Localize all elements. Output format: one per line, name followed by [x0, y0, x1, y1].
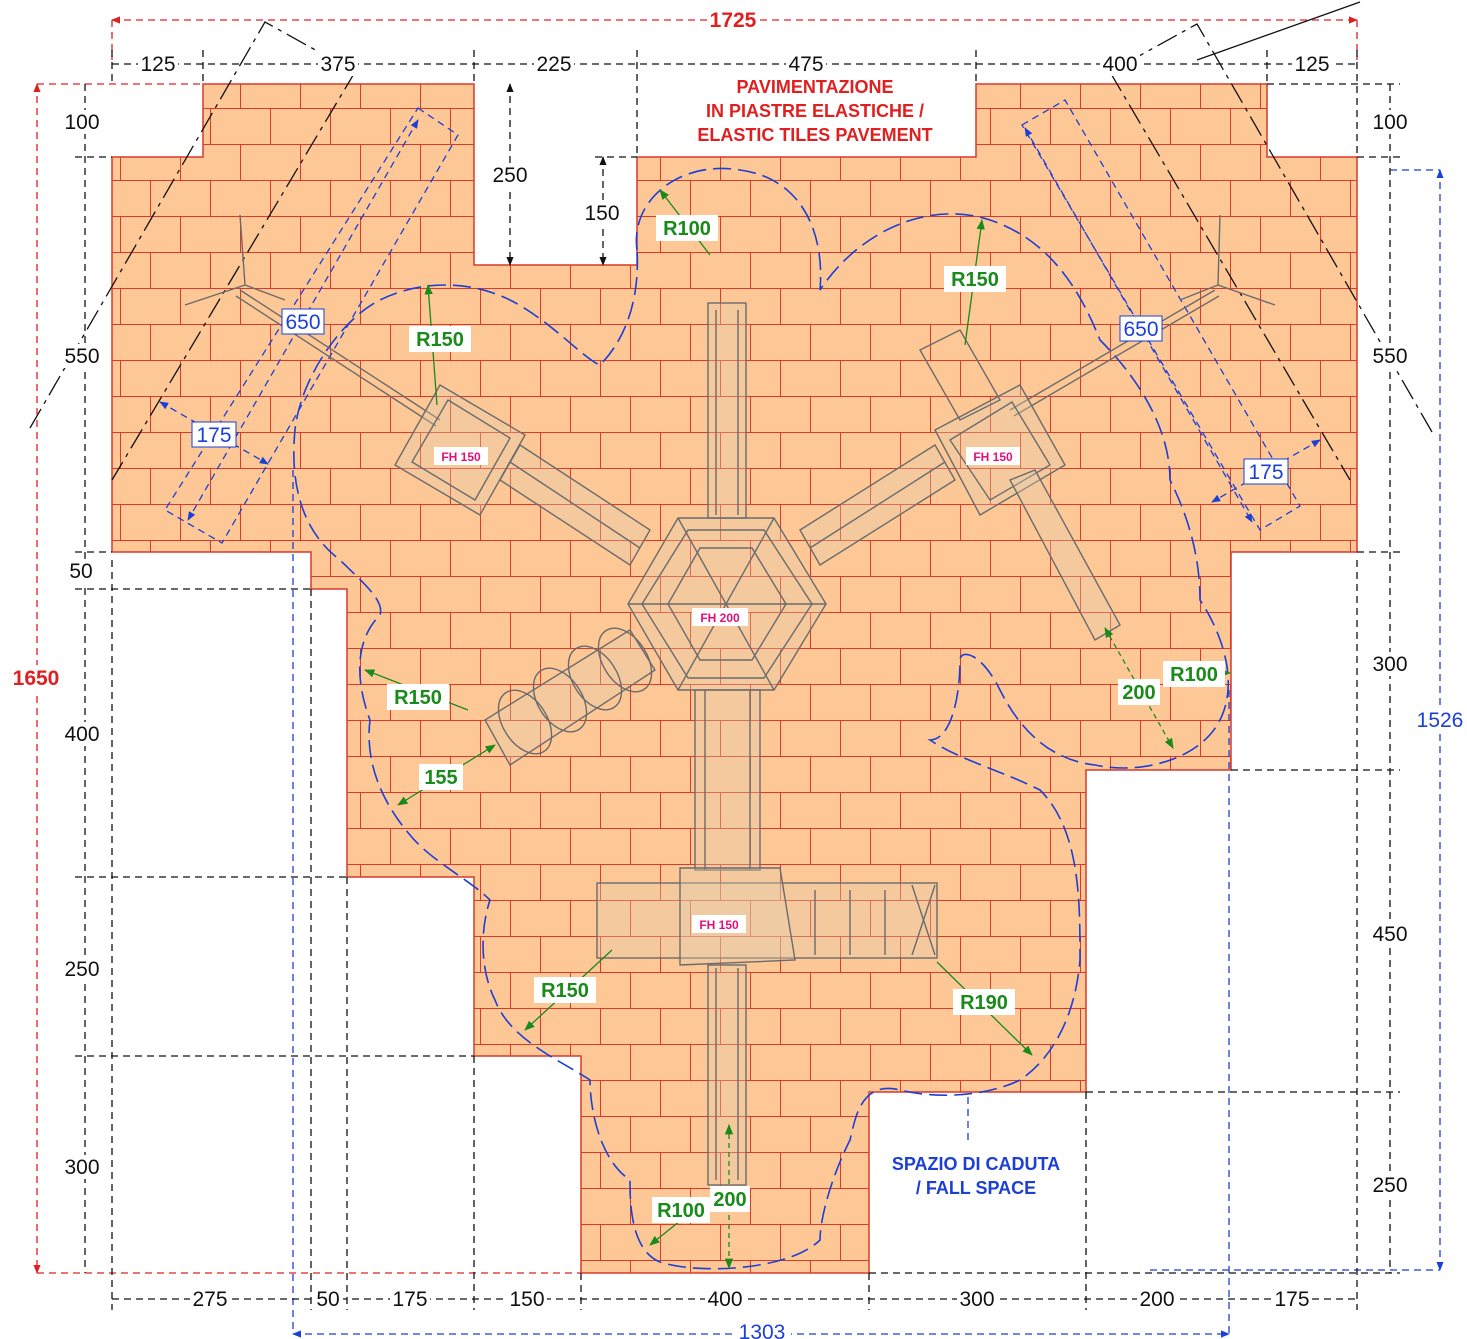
top-dim-2: 225 [536, 53, 571, 76]
fh-right-tower: FH 150 [973, 450, 1013, 464]
left-dim-3: 400 [64, 723, 99, 746]
right-bridge [799, 289, 1220, 566]
radius-label-top-right: R150 [951, 269, 999, 291]
left-dim-5: 300 [64, 1156, 99, 1179]
diag-right-label: 650 [1123, 318, 1158, 341]
blue-inner-labels: 650 650 175 175 [191, 308, 1289, 485]
tunnel-gap-label: 155 [424, 767, 457, 789]
offset-right-label: 175 [1248, 461, 1283, 484]
fall-width-label: 1303 [739, 1321, 786, 1339]
slide-bottom-gap-label: 200 [713, 1189, 746, 1211]
top-slide [707, 302, 747, 519]
radius-label-slide-right: R100 [1170, 664, 1218, 686]
top-dim-0: 125 [140, 53, 175, 76]
right-dimension-chain: 100 550 300 450 250 [869, 83, 1412, 1274]
slide-right-gap-label: 200 [1122, 682, 1155, 704]
right-dim-0: 100 [1372, 111, 1407, 134]
bottom-dim-2: 175 [392, 1288, 427, 1311]
fall-space-note-line1: SPAZIO DI CADUTA [892, 1154, 1060, 1174]
right-dim-3: 450 [1372, 923, 1407, 946]
notch-mid-label: 150 [584, 202, 619, 225]
left-dim-4: 250 [64, 958, 99, 981]
right-dim-2: 300 [1372, 653, 1407, 676]
fall-space-outline [293, 167, 1229, 1270]
fall-height-label: 1526 [1417, 709, 1464, 732]
pavement-note: PAVIMENTAZIONE IN PIASTRE ELASTICHE / EL… [664, 74, 964, 154]
diag-left-label: 650 [285, 311, 320, 334]
bottom-dim-1: 50 [316, 1288, 339, 1311]
right-dim-4: 250 [1372, 1174, 1407, 1197]
bottom-dimension-chain: 275 50 175 150 400 300 200 175 [111, 560, 1358, 1312]
top-dim-1: 375 [320, 53, 355, 76]
radius-label-top-left: R150 [416, 329, 464, 351]
right-dim-1: 550 [1372, 345, 1407, 368]
top-dim-3: 475 [788, 53, 823, 76]
notch-top-label: 250 [492, 164, 527, 187]
central-hex-tower [627, 517, 827, 691]
left-dim-0: 100 [64, 111, 99, 134]
fh-bottom-tower: FH 150 [699, 918, 739, 932]
bottom-dim-0: 275 [192, 1288, 227, 1311]
bottom-dim-3: 150 [509, 1288, 544, 1311]
overall-height-label: 1650 [13, 667, 60, 690]
radius-label-bottom-left: R150 [541, 980, 589, 1002]
top-dim-4: 400 [1102, 53, 1137, 76]
bottom-dim-5: 300 [959, 1288, 994, 1311]
top-dimension-chain: 125 375 225 475 400 125 [111, 50, 1358, 157]
fall-space-note-line2: / FALL SPACE [916, 1178, 1036, 1198]
left-dim-2: 50 [69, 560, 92, 583]
top-dim-5: 125 [1294, 53, 1329, 76]
fall-space-note: SPAZIO DI CADUTA / FALL SPACE [892, 1097, 1060, 1198]
radius-label-bottom-right: R190 [960, 992, 1008, 1014]
right-tower [919, 214, 1276, 641]
notch-dimensions: 250 150 [487, 83, 637, 266]
fh-center-hex: FH 200 [700, 611, 740, 625]
bottom-tower [596, 867, 938, 1186]
radius-label-tunnel: R150 [394, 687, 442, 709]
fall-height-labels: FH 150 FH 150 FH 200 FH 150 [434, 447, 1020, 933]
center-ladder [694, 689, 761, 871]
fh-left-tower: FH 150 [441, 450, 481, 464]
radius-label-top-mid: R100 [663, 218, 711, 240]
fall-space-dimensions: 1303 1526 [292, 169, 1467, 1339]
overall-dimensions: 1725 1650 [10, 8, 1358, 1274]
tunnel [484, 627, 656, 766]
bottom-dim-4: 400 [707, 1288, 742, 1311]
pavement-note-line1: PAVIMENTAZIONE [737, 77, 894, 97]
overall-width-label: 1725 [710, 9, 757, 32]
left-dim-1: 550 [64, 345, 99, 368]
pavement-note-line3: ELASTIC TILES PAVEMENT [697, 125, 932, 145]
offset-left-label: 175 [196, 424, 231, 447]
bottom-dim-6: 200 [1139, 1288, 1174, 1311]
green-labels: R150 R100 R150 R150 155 R100 200 R150 R1… [387, 215, 1225, 1223]
pavement-note-line2: IN PIASTRE ELASTICHE / [706, 101, 924, 121]
radius-label-slide-bottom: R100 [657, 1200, 705, 1222]
left-dimension-chain: 100 550 50 400 250 300 [60, 84, 474, 1273]
bottom-dim-7: 175 [1274, 1288, 1309, 1311]
